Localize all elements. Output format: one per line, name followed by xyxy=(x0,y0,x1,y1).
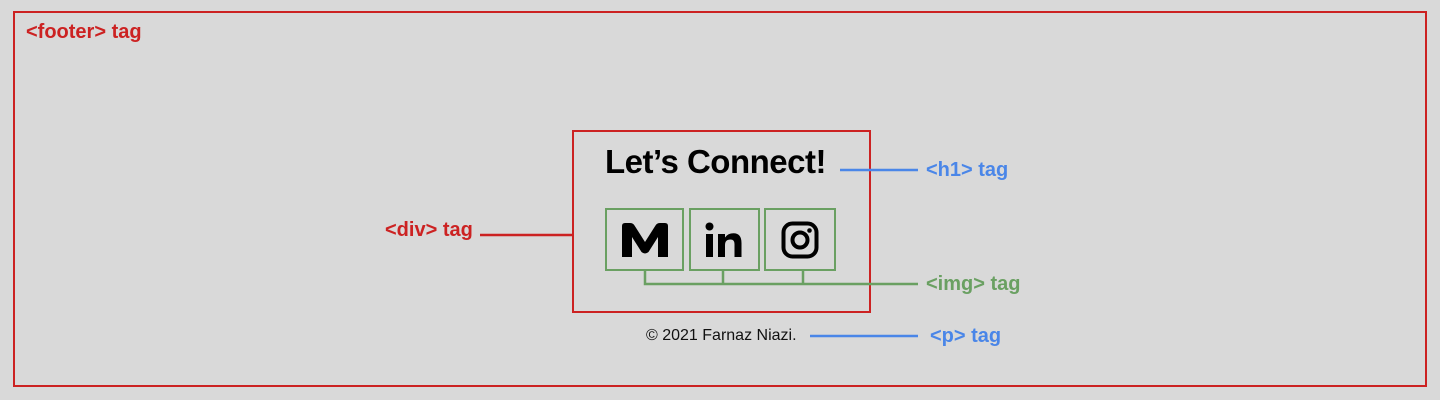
h1-tag-label: <h1> tag xyxy=(926,159,1009,181)
linkedin-icon-box[interactable] xyxy=(689,208,760,271)
div-outline xyxy=(572,130,871,313)
linkedin-icon xyxy=(705,222,741,257)
footer-tag-label: <footer> tag xyxy=(26,21,142,43)
instagram-icon-box[interactable] xyxy=(764,208,836,271)
connect-heading: Let’s Connect! xyxy=(605,143,826,180)
div-tag-label: <div> tag xyxy=(385,219,473,241)
img-tag-label: <img> tag xyxy=(926,273,1021,295)
footer-outline xyxy=(13,11,1427,387)
instagram-icon xyxy=(781,221,819,258)
p-tag-label: <p> tag xyxy=(930,325,1002,347)
copyright-text: © 2021 Farnaz Niazi. xyxy=(646,327,797,344)
img-connector-bracket xyxy=(643,269,918,286)
medium-icon xyxy=(621,222,668,257)
